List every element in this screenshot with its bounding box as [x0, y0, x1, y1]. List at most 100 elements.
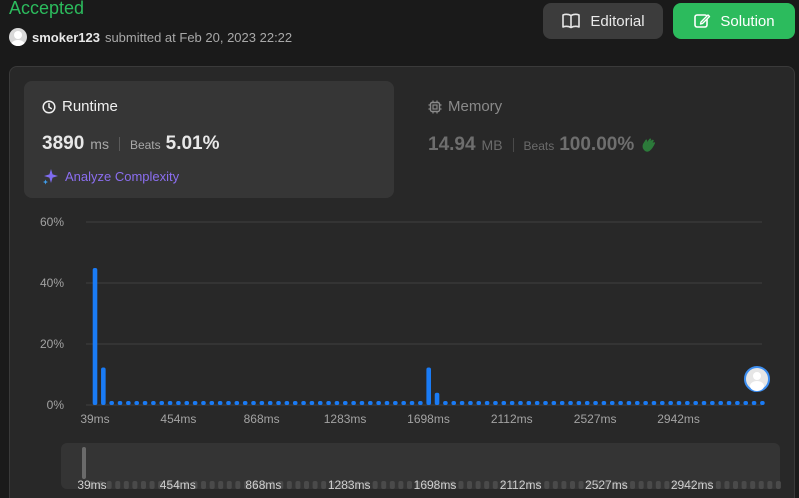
chart-bar — [568, 401, 573, 405]
memory-unit: MB — [481, 137, 503, 153]
x-tick-label: 2527ms — [574, 412, 617, 426]
chart-bar — [234, 401, 240, 405]
chart-bar — [634, 401, 640, 405]
runtime-distribution-chart[interactable]: 60% 40% 20% 0% 39ms 454ms 868ms 1283ms 1698ms 211… — [10, 67, 794, 498]
y-tick-label: 40% — [40, 276, 64, 290]
solution-button[interactable]: Solution — [673, 3, 795, 39]
user-avatar-marker-body — [750, 381, 764, 391]
chart-bar — [368, 401, 373, 405]
sparkle-icon — [43, 169, 58, 185]
chart-bar — [701, 401, 707, 405]
chart-bar — [384, 401, 390, 405]
chart-bar — [743, 401, 749, 405]
chart-bar — [142, 401, 148, 405]
chart-bar — [317, 401, 323, 405]
chart-bar — [109, 401, 114, 405]
runtime-card[interactable]: Runtime 3890 ms Beats 5.01% Analyze Comp… — [24, 81, 394, 198]
runtime-value: 3890 — [42, 133, 85, 154]
chart-bar — [735, 401, 740, 405]
chart-bar — [484, 401, 490, 405]
chart-bar — [184, 401, 190, 405]
chart-bar — [126, 401, 131, 405]
x-tick-label: 39ms — [80, 412, 109, 426]
chart-bar — [151, 401, 156, 405]
chart-bar — [418, 401, 423, 405]
chart-bar — [676, 401, 682, 405]
chart-bar — [426, 367, 432, 405]
chart-bar — [134, 401, 140, 405]
memory-card[interactable]: Memory 14.94 MB Beats 100.00% — [428, 98, 656, 155]
chart-bar — [201, 401, 206, 405]
chart-bar — [685, 401, 690, 405]
chart-bar — [501, 401, 507, 405]
chart-bar — [718, 401, 723, 405]
chart-bar — [543, 401, 548, 405]
chart-bar — [242, 401, 248, 405]
runtime-beats-label: Beats — [129, 138, 161, 152]
chart-bar — [593, 401, 598, 405]
y-tick-label: 0% — [47, 398, 65, 412]
memory-beats-value: 100.00% — [559, 134, 635, 155]
chart-bar — [209, 401, 215, 405]
chart-bar — [584, 401, 590, 405]
username[interactable]: smoker123 — [32, 29, 100, 45]
editorial-label: Editorial — [590, 12, 645, 30]
chart-bar — [493, 401, 498, 405]
chart-bar — [643, 401, 648, 405]
runtime-title-label: Runtime — [62, 98, 118, 115]
editorial-button[interactable]: Editorial — [543, 3, 663, 39]
x-tick-label: 454ms — [160, 412, 196, 426]
chart-bar — [526, 401, 532, 405]
memory-metrics: 14.94 MB Beats 100.00% — [428, 134, 658, 156]
chart-bar — [393, 401, 398, 405]
x-tick-label: 1698ms — [407, 412, 450, 426]
clap-icon — [642, 138, 656, 152]
x-tick-label: 2942ms — [657, 412, 700, 426]
chart-bar — [710, 401, 715, 405]
chart-bar — [668, 401, 673, 405]
chart-bar — [251, 401, 256, 405]
chart-bar — [226, 401, 231, 405]
solution-label: Solution — [720, 12, 775, 30]
chart-bar — [751, 401, 757, 405]
memory-title: Memory — [428, 98, 502, 115]
chart-bar — [534, 401, 540, 405]
divider — [118, 137, 120, 151]
y-tick-label: 20% — [40, 337, 64, 351]
avatar[interactable] — [9, 28, 27, 46]
chart-bar — [451, 401, 457, 405]
slider-handle[interactable] — [82, 447, 86, 479]
chart-bar — [551, 401, 557, 405]
chart-bar — [326, 401, 331, 405]
chart-bar — [176, 401, 181, 405]
divider — [512, 138, 514, 152]
chart-bar — [559, 401, 565, 405]
chart-bar — [301, 401, 306, 405]
chart-bar — [117, 401, 123, 405]
chart-bar — [693, 401, 698, 405]
chip-icon — [428, 100, 442, 113]
chart-bar — [334, 401, 340, 405]
chart-bar — [726, 401, 732, 405]
chart-bar — [760, 401, 765, 405]
user-avatar-marker-head — [753, 372, 761, 380]
chart-bar — [342, 401, 348, 405]
chart-bar — [468, 401, 473, 405]
chart-bar — [651, 401, 657, 405]
chart-bar — [92, 268, 98, 405]
chart-bar — [376, 401, 381, 405]
chart-bar — [443, 401, 448, 405]
chart-bar — [518, 401, 523, 405]
clock-icon — [42, 99, 56, 114]
runtime-unit: ms — [90, 136, 109, 152]
analyze-complexity-link[interactable]: Analyze Complexity — [42, 168, 179, 185]
chart-bar — [459, 401, 465, 405]
runtime-beats-value: 5.01% — [165, 133, 220, 154]
range-slider[interactable] — [61, 443, 780, 489]
y-tick-label: 60% — [40, 215, 64, 229]
chart-bar — [626, 401, 632, 405]
chart-bar — [659, 401, 665, 405]
x-tick-label: 868ms — [244, 412, 280, 426]
runtime-metrics: 3890 ms Beats 5.01% — [42, 133, 220, 155]
memory-value: 14.94 — [428, 134, 476, 155]
